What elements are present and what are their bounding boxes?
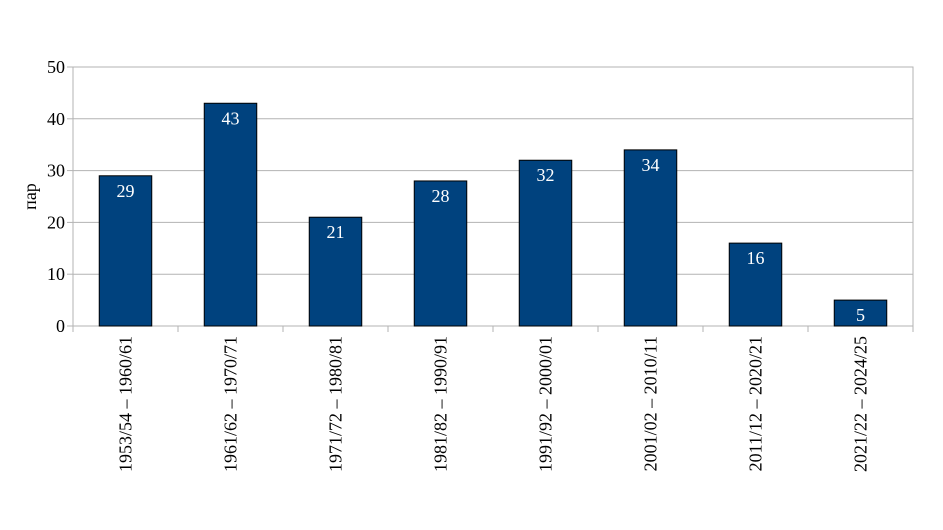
bar [518, 159, 573, 327]
y-tick-label: 0 [56, 316, 65, 336]
y-tick-label: 40 [47, 109, 65, 129]
bar [413, 180, 468, 327]
x-category-label: 1991/92 – 2000/01 [536, 336, 556, 472]
x-category-label: 2021/22 – 2024/25 [851, 336, 871, 472]
x-category-label: 2001/02 – 2010/11 [641, 336, 661, 471]
gridlines [73, 118, 913, 275]
y-tick-label: 20 [47, 212, 65, 232]
bar-value-label: 16 [747, 248, 765, 268]
bar-value-label: 5 [856, 305, 865, 325]
bar [623, 149, 678, 327]
plot-area-frame [72, 66, 914, 327]
bar [308, 216, 363, 327]
bar-value-label: 28 [432, 186, 450, 206]
y-axis-ticks: 0 10 20 30 40 50 [47, 57, 914, 336]
y-tick-label: 30 [47, 161, 65, 181]
bar-value-label: 43 [222, 108, 240, 128]
bar-value-label: 32 [537, 165, 555, 185]
x-axis-category-labels: 1953/54 – 1960/61 1961/62 – 1970/71 1971/7… [116, 336, 871, 472]
bar-value-label: 21 [327, 222, 345, 242]
x-category-label: 1981/82 – 1990/91 [431, 336, 451, 472]
x-category-label: 2011/12 – 2020/21 [746, 336, 766, 471]
bar [833, 299, 888, 327]
x-category-label: 1971/72 – 1980/81 [326, 336, 346, 472]
bar [98, 175, 153, 327]
bars [98, 102, 888, 327]
bar-value-label: 34 [642, 155, 660, 175]
x-category-label: 1953/54 – 1960/61 [116, 336, 136, 472]
bar [203, 102, 258, 327]
bar [728, 242, 783, 327]
bar-value-label: 29 [117, 181, 135, 201]
y-tick-label: 50 [47, 57, 65, 77]
y-tick-label: 10 [47, 264, 65, 284]
data-labels: 29 43 21 28 32 34 16 5 [117, 108, 866, 325]
y-axis-title: пар [20, 183, 40, 210]
x-category-label: 1961/62 – 1970/71 [221, 336, 241, 472]
